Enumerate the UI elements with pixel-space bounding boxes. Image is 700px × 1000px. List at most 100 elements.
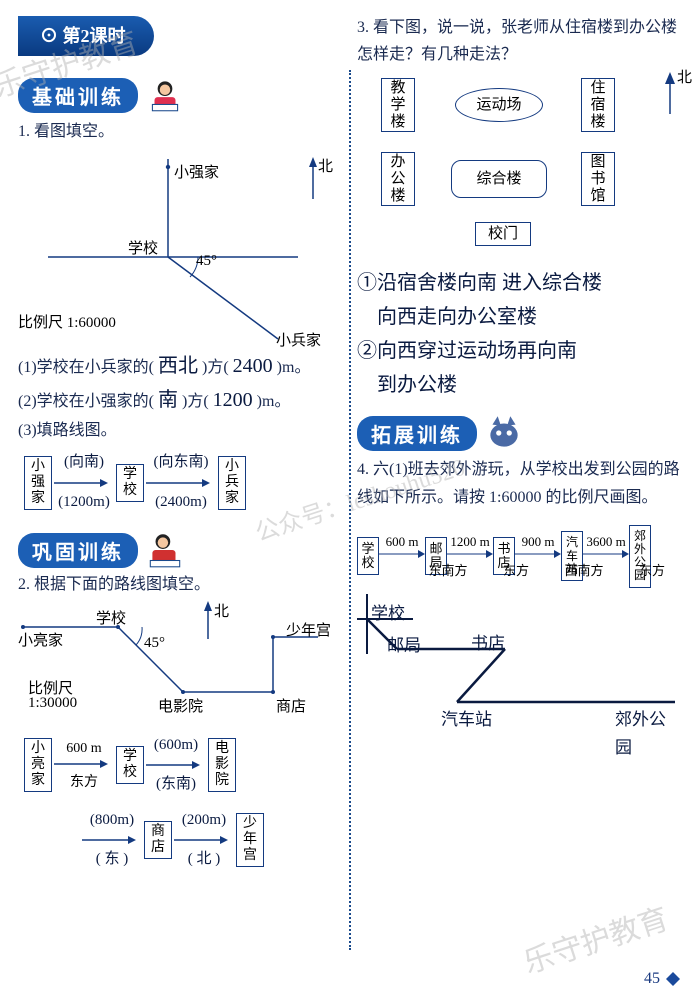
ch-a1: 600 m 东南方	[379, 548, 425, 564]
label-angle45: 45°	[196, 253, 217, 270]
r2l1a2t: (600m)	[154, 737, 198, 753]
ans3-l4: 到办公楼	[357, 368, 682, 402]
route1-box0: 小强家	[24, 456, 52, 510]
diagram-map1: 小强家 北 学校 45° 小兵家 比例尺 1:60000	[18, 149, 338, 349]
r2l2-a2: (200m) ( 北 )	[174, 808, 234, 873]
extend-badge: 拓展训练	[357, 416, 477, 451]
ch-a3: 900 m 西南方	[515, 548, 561, 564]
m2-shop: 商店	[276, 695, 306, 716]
q1s1-ans2: 2400	[233, 355, 273, 377]
r1a1b: (1200m)	[58, 494, 110, 510]
lesson-tab: ⊙ 第2课时	[18, 16, 154, 56]
q1s1b: )方(	[202, 359, 229, 376]
r2l1-a1: 600 m 东方	[54, 740, 114, 791]
building-dorm: 住宿楼	[581, 78, 615, 132]
ch-a2: 1200 m 东方	[447, 548, 493, 564]
ch-a4b: 东方	[629, 560, 675, 579]
r2l1a1b: 东方	[70, 775, 98, 790]
route2-line2: (800m) ( 东 ) 商店 (200m) ( 北 ) 少年宫	[82, 808, 343, 873]
label-north-1: 北	[318, 155, 333, 176]
column-divider	[349, 70, 351, 950]
q1s2-ans1: 南	[158, 389, 178, 411]
q1s2b: )方(	[182, 393, 209, 410]
r1a1t: (向南)	[64, 454, 104, 470]
r1a2b: (2400m)	[155, 494, 207, 510]
sk-bus: 汽车站	[441, 706, 492, 735]
building-complex: 综合楼	[451, 160, 547, 198]
r2l1-b2: 电影院	[208, 738, 236, 792]
ans3-l3: ②向西穿过运动场再向南	[357, 334, 682, 368]
building-teaching: 教学楼	[381, 78, 415, 132]
q4-prompt: 4. 六(1)班去郊外游玩，从学校出发到公园的路线如下所示。请按 1:60000…	[357, 456, 682, 510]
r1a2t: (向东南)	[154, 454, 209, 470]
ch-a3t: 900 m	[515, 534, 561, 550]
m2-north: 北	[214, 600, 229, 621]
q1s2-ans2: 1200	[213, 389, 253, 411]
student-sketch: 学校 邮局 书店 汽车站 郊外公园	[357, 594, 682, 744]
building-library: 图书馆	[581, 152, 615, 206]
q1s2c: )m。	[257, 393, 291, 410]
sk-school: 学校	[371, 600, 405, 629]
sk-post: 邮局	[387, 632, 421, 661]
r2l2-b0: 商店	[144, 821, 172, 859]
page-number-text: 45	[644, 970, 660, 988]
label-school: 学校	[128, 237, 158, 258]
r2l2a1b: ( 东 )	[96, 851, 129, 867]
building-gate: 校门	[475, 222, 531, 246]
route1-arrow1: (向南) (1200m)	[54, 450, 114, 515]
r2l2-a1: (800m) ( 东 )	[82, 808, 142, 873]
diamond-icon	[666, 972, 680, 986]
building-playground: 运动场	[455, 88, 543, 122]
ans3-l2: 向西走向办公室楼	[357, 300, 682, 334]
kid-writing-icon	[144, 529, 186, 571]
m2-cinema: 电影院	[158, 695, 203, 716]
q1s2a: (2)学校在小强家的(	[18, 393, 154, 410]
right-column: 3. 看下图，说一说，张老师从住宿楼到办公楼怎样走？有几种走法？ 北 教学楼 运…	[357, 10, 682, 960]
page-number: 45	[644, 970, 680, 988]
label-xiaobing: 小兵家	[276, 329, 321, 350]
m2-youth: 少年宫	[286, 619, 331, 640]
basic-badge: 基础训练	[18, 78, 138, 113]
label-xiaoqiang: 小强家	[174, 161, 219, 182]
q1s1a: (1)学校在小兵家的(	[18, 359, 154, 376]
r2l1-b0: 小亮家	[24, 738, 52, 792]
route2-line1: 小亮家 600 m 东方 学校 (600m) (东南) 电影院	[24, 733, 343, 798]
q1s1-ans1: 西北	[158, 355, 198, 377]
m2-scale2: 1:30000	[28, 695, 77, 712]
scale-1: 比例尺 1:60000	[18, 311, 116, 332]
ch-a1t: 600 m	[379, 534, 425, 550]
r2l1-a2: (600m) (东南)	[146, 733, 206, 798]
girl-reading-icon	[144, 74, 186, 116]
q4-chain: 学校 600 m 东南方 邮局 1200 m 东方 书店 900 m 西南方 汽…	[357, 525, 682, 588]
ans3-l1: ①沿宿舍楼向南 进入综合楼	[357, 266, 682, 300]
ch-b0: 学校	[357, 537, 379, 576]
cat-icon	[483, 412, 525, 454]
campus-north: 北	[677, 66, 692, 87]
sk-park: 郊外公园	[615, 706, 682, 764]
r2l1-b1: 学校	[116, 746, 144, 784]
route1-arrow2: (向东南) (2400m)	[146, 450, 216, 515]
q1-prompt: 1. 看图填空。	[18, 118, 343, 145]
q3-prompt: 3. 看下图，说一说，张老师从住宿楼到办公楼怎样走？有几种走法？	[357, 14, 682, 68]
sk-bookstore: 书店	[471, 630, 505, 659]
lesson-label: 第2课时	[63, 26, 126, 46]
lesson-dot: ⊙	[40, 26, 58, 46]
m2-school: 学校	[96, 607, 126, 628]
route1-box1: 学校	[116, 464, 144, 502]
route1-box2: 小兵家	[218, 456, 246, 510]
ch-a4: 3600 m 东方	[583, 548, 629, 564]
r2l1a1t: 600 m	[66, 741, 101, 756]
campus-map: 北 教学楼 运动场 住宿楼 办公楼 综合楼 图书馆 校门	[363, 74, 678, 254]
r2l1a2b: (东南)	[156, 776, 196, 792]
q1-sub1: (1)学校在小兵家的( 西北 )方( 2400 )m。	[18, 349, 343, 383]
q2-prompt: 2. 根据下面的路线图填空。	[18, 571, 343, 598]
m2-angle: 45°	[144, 635, 165, 652]
building-office: 办公楼	[381, 152, 415, 206]
ch-a4t: 3600 m	[583, 534, 629, 550]
r2l2a2t: (200m)	[182, 812, 226, 828]
q1-sub3: (3)填路线图。	[18, 417, 343, 444]
r2l2a1t: (800m)	[90, 812, 134, 828]
r2l2-b1: 少年宫	[236, 813, 264, 867]
m2-xiaoliang: 小亮家	[18, 629, 63, 650]
q1-sub2: (2)学校在小强家的( 南 )方( 1200 )m。	[18, 383, 343, 417]
